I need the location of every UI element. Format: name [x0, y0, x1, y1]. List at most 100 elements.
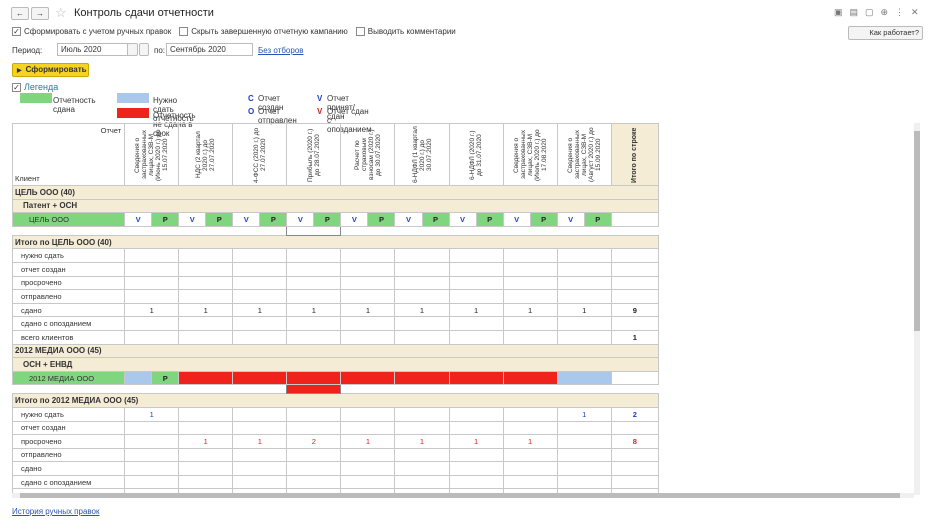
stat-value	[124, 275, 180, 291]
stat-value	[556, 420, 612, 436]
stat-label: сдано с опозданием	[12, 316, 126, 331]
spacer	[125, 226, 179, 235]
favorite-star[interactable]: ☆	[55, 5, 67, 20]
legend-toggle[interactable]: ✓ Легенда	[12, 82, 59, 93]
period-picker[interactable]	[127, 43, 138, 56]
option-checkbox[interactable]	[355, 27, 365, 37]
legend-title: Легенда	[24, 82, 59, 92]
stat-total	[610, 461, 659, 476]
option[interactable]: ✓ Сформировать с учетом ручных правок	[12, 27, 171, 37]
status-cell: P	[421, 212, 450, 227]
generate-button[interactable]: ▶ Сформировать	[12, 63, 89, 77]
status-cell: V	[448, 212, 477, 227]
column-title: Сведения о застрахованных лицах, СЗВ-М (…	[512, 128, 548, 181]
stat-value	[502, 275, 558, 291]
stat-value	[286, 461, 342, 476]
stat-value	[502, 248, 558, 263]
stat-label: нужно сдать	[12, 248, 126, 263]
back-button[interactable]: ←	[11, 7, 29, 20]
filter-link[interactable]: Без отборов	[258, 46, 304, 55]
stat-value	[394, 261, 450, 277]
h-scrollbar[interactable]	[12, 493, 914, 498]
spacer	[557, 385, 611, 394]
stat-value: 1	[340, 434, 396, 449]
column-header: Итого по строке	[610, 123, 659, 186]
column-title: 6-НДФЛ (1 квартал 2020 г.) до 30.07.2020	[411, 126, 433, 183]
legend-label: Отчетность сдана	[53, 96, 96, 114]
stat-value	[394, 406, 450, 422]
column-title: Прибыль (2020 г.) до 28.07.2020	[306, 127, 321, 182]
stat-value	[448, 261, 504, 277]
option-checkbox[interactable]: ✓	[12, 27, 21, 37]
option[interactable]: Выводить комментарии	[355, 27, 456, 37]
status-cell	[232, 370, 288, 386]
stat-value	[556, 275, 612, 291]
stat-value	[286, 420, 342, 436]
stat-value: 1	[502, 302, 558, 318]
stat-label: просрочено	[12, 434, 126, 449]
stat-label: отправлено	[12, 289, 126, 304]
help-button[interactable]: Как работает?	[848, 26, 923, 40]
row-total: Итого по 2012 МЕДИА ООО (45)	[12, 393, 659, 408]
stat-value: 1	[178, 302, 234, 318]
v-scroll-thumb[interactable]	[914, 131, 920, 331]
stat-value	[124, 248, 180, 263]
stat-value: 1	[394, 434, 450, 449]
history-link[interactable]: История ручных правок	[12, 507, 100, 516]
stat-label: отчет создан	[12, 420, 126, 436]
row-stat: нужно сдать	[12, 248, 659, 263]
option[interactable]: Скрыть завершенную отчетную кампанию	[179, 27, 348, 37]
stat-value	[232, 406, 288, 422]
corner-bottom: Клиент	[15, 174, 40, 183]
stat-value	[448, 248, 504, 263]
column-title: Расчет по страховым взносам (2020 г.) до…	[353, 129, 382, 180]
status-cell: P	[583, 212, 612, 227]
row-label: Итого по ЦЕЛЬ ООО (40)	[12, 234, 659, 250]
option-checkbox[interactable]	[179, 27, 189, 37]
stat-label: всего клиентов	[12, 329, 126, 345]
client-name: ЦЕЛЬ ООО	[12, 212, 126, 227]
stat-value	[178, 275, 234, 291]
stat-value	[178, 406, 234, 422]
stat-value	[286, 316, 342, 331]
period-label: Период:	[12, 46, 43, 55]
v-scrollbar[interactable]	[914, 123, 920, 495]
spacer	[503, 226, 557, 235]
period-spinner[interactable]	[139, 43, 149, 56]
stat-total: 9	[610, 302, 659, 318]
stat-value	[124, 316, 180, 331]
stat-total	[610, 261, 659, 277]
stat-label: сдано с опозданием	[12, 474, 126, 490]
stat-label: отчет создан	[12, 261, 126, 277]
h-scroll-thumb[interactable]	[20, 493, 900, 498]
status-cell	[394, 370, 450, 386]
window-title: Контроль сдачи отчетности	[74, 7, 214, 19]
stat-value	[178, 261, 234, 277]
stat-label: нужно сдать	[12, 406, 126, 422]
row-label: Патент + ОСН	[12, 198, 659, 214]
period-from[interactable]: Июль 2020	[57, 43, 128, 56]
stat-value	[286, 447, 342, 463]
stat-value: 1	[556, 406, 612, 422]
stat-value	[394, 447, 450, 463]
stat-value	[232, 316, 288, 331]
spacer	[13, 385, 125, 394]
row-client: ЦЕЛЬ ООО V P V P V P V P V P V P V P V P V P	[12, 212, 659, 227]
window-icons[interactable]: ▣▤▢⊕⋮✕	[834, 7, 926, 17]
stat-value: 1	[286, 302, 342, 318]
stat-value	[340, 447, 396, 463]
period-to[interactable]: Сентябрь 2020	[166, 43, 253, 56]
stat-value	[178, 329, 234, 345]
stat-value	[232, 289, 288, 304]
spacer	[341, 226, 395, 235]
legend-label: Нужно сдать отчетность	[153, 96, 194, 123]
spacer	[449, 226, 503, 235]
stat-value	[340, 329, 396, 345]
row-label: ЦЕЛЬ ООО (40)	[12, 185, 659, 200]
row-stat: отчет создан	[12, 261, 659, 277]
row-subgroup: ОСН + ЕНВД	[12, 357, 659, 372]
stat-value	[124, 329, 180, 345]
legend-checkbox[interactable]: ✓	[12, 83, 21, 93]
forward-button[interactable]: →	[31, 7, 49, 20]
legend-symbol: C	[248, 94, 254, 103]
